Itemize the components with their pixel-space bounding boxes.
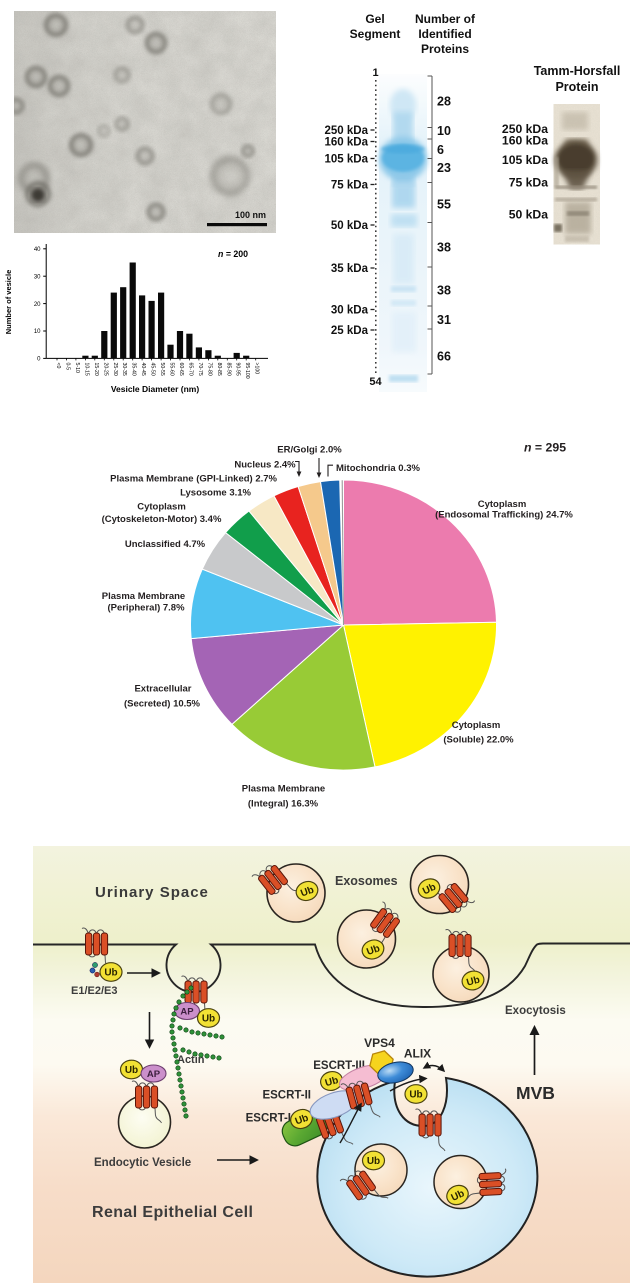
svg-text:E1/E2/E3: E1/E2/E3 (71, 985, 117, 997)
svg-text:160 kDa: 160 kDa (325, 137, 369, 149)
svg-text:25-30: 25-30 (112, 363, 118, 376)
svg-text:Actin: Actin (177, 1054, 205, 1066)
svg-text:65-70: 65-70 (187, 363, 193, 376)
svg-text:0-5: 0-5 (65, 363, 71, 371)
svg-text:38: 38 (437, 284, 451, 298)
svg-text:Unclassified 4.7%: Unclassified 4.7% (125, 539, 206, 550)
svg-text:55-60: 55-60 (169, 363, 175, 376)
svg-text:MVB: MVB (516, 1083, 555, 1103)
svg-text:31: 31 (437, 313, 451, 327)
svg-text:Protein: Protein (555, 80, 598, 94)
svg-text:10-15: 10-15 (83, 363, 89, 376)
svg-text:1: 1 (372, 67, 378, 79)
svg-text:10: 10 (34, 329, 41, 335)
svg-text:250 kDa: 250 kDa (325, 125, 369, 137)
svg-text:ER/Golgi 2.0%: ER/Golgi 2.0% (277, 445, 342, 456)
svg-text:(Cytoskeleton-Motor) 3.4%: (Cytoskeleton-Motor) 3.4% (102, 514, 222, 525)
svg-text:Tamm-Horsfall: Tamm-Horsfall (534, 64, 621, 78)
svg-text:Number of vesicle: Number of vesicle (4, 270, 13, 335)
svg-text:25 kDa: 25 kDa (331, 325, 369, 337)
svg-text:Renal Epithelial Cell: Renal Epithelial Cell (92, 1204, 253, 1221)
svg-text:55: 55 (437, 198, 451, 212)
svg-text:0: 0 (37, 357, 41, 363)
svg-text:70-75: 70-75 (197, 363, 203, 376)
svg-text:66: 66 (437, 350, 451, 364)
svg-text:(Integral) 16.3%: (Integral) 16.3% (248, 799, 319, 810)
svg-text:60-65: 60-65 (178, 363, 184, 376)
svg-text:Cytoplasm: Cytoplasm (478, 499, 527, 510)
svg-text:(Soluble) 22.0%: (Soluble) 22.0% (443, 735, 514, 746)
svg-text:>100: >100 (254, 363, 260, 375)
svg-text:23: 23 (437, 161, 451, 175)
svg-text:160 kDa: 160 kDa (502, 134, 548, 148)
svg-text:40-45: 40-45 (140, 363, 146, 376)
svg-text:75 kDa: 75 kDa (509, 175, 549, 189)
svg-text:(Secreted) 10.5%: (Secreted) 10.5% (124, 699, 201, 710)
svg-text:Endocytic Vesicle: Endocytic Vesicle (94, 1157, 191, 1169)
svg-text:35-40: 35-40 (131, 363, 137, 376)
svg-text:20: 20 (34, 302, 41, 308)
svg-text:Mitochondria 0.3%: Mitochondria 0.3% (336, 463, 420, 474)
svg-text:80-85: 80-85 (216, 363, 222, 376)
svg-text:20-25: 20-25 (102, 363, 108, 376)
svg-text:38: 38 (437, 241, 451, 255)
svg-text:75 kDa: 75 kDa (331, 180, 369, 192)
svg-text:Nucleus 2.4%: Nucleus 2.4% (234, 459, 296, 470)
svg-text:(Endosomal Trafficking) 24.7%: (Endosomal Trafficking) 24.7% (435, 510, 573, 521)
svg-text:Proteins: Proteins (421, 42, 469, 56)
svg-text:75-80: 75-80 (206, 363, 212, 376)
svg-text:85-90: 85-90 (225, 363, 231, 376)
svg-text:Plasma Membrane: Plasma Membrane (102, 591, 185, 602)
svg-text:Lysosome 3.1%: Lysosome 3.1% (180, 487, 251, 498)
svg-text:Number of: Number of (415, 12, 476, 26)
svg-text:ESCRT-II: ESCRT-II (262, 1090, 311, 1102)
svg-text:15-20: 15-20 (93, 363, 99, 376)
svg-text:54: 54 (369, 376, 382, 388)
svg-text:Gel: Gel (365, 12, 384, 26)
svg-text:40: 40 (34, 247, 41, 253)
svg-text:105 kDa: 105 kDa (325, 154, 369, 166)
svg-text:45-50: 45-50 (150, 363, 156, 376)
svg-text:Urinary Space: Urinary Space (95, 884, 209, 901)
svg-text:105 kDa: 105 kDa (502, 153, 548, 167)
svg-text:35 kDa: 35 kDa (331, 263, 369, 275)
svg-text:6: 6 (437, 143, 444, 157)
svg-text:n = 295: n = 295 (524, 440, 566, 454)
svg-text:n = 200: n = 200 (218, 249, 248, 259)
svg-text:Plasma Membrane: Plasma Membrane (242, 784, 325, 795)
svg-text:ALIX: ALIX (404, 1047, 431, 1061)
svg-text:ESCRT-I: ESCRT-I (246, 1113, 291, 1125)
svg-text:95-100: 95-100 (244, 363, 250, 379)
svg-text:5-10: 5-10 (74, 363, 80, 373)
svg-text:Extracellular: Extracellular (134, 684, 191, 695)
svg-text:50 kDa: 50 kDa (509, 208, 549, 222)
svg-text:90-95: 90-95 (235, 363, 241, 376)
svg-text:(Peripheral) 7.8%: (Peripheral) 7.8% (107, 602, 185, 613)
svg-text:30 kDa: 30 kDa (331, 305, 369, 317)
svg-text:10: 10 (437, 124, 451, 138)
svg-text:Segment: Segment (350, 27, 401, 41)
svg-text:50 kDa: 50 kDa (331, 220, 369, 232)
svg-text:<0: <0 (55, 363, 61, 369)
svg-text:50-55: 50-55 (159, 363, 165, 376)
svg-text:VPS4: VPS4 (364, 1036, 395, 1050)
svg-text:Identified: Identified (418, 27, 471, 41)
svg-text:28: 28 (437, 95, 451, 109)
svg-text:Exosomes: Exosomes (335, 874, 398, 888)
svg-text:Exocytosis: Exocytosis (505, 1005, 566, 1017)
svg-text:ESCRT-III: ESCRT-III (313, 1060, 365, 1072)
svg-text:30-35: 30-35 (121, 363, 127, 376)
svg-text:AP: AP (180, 1007, 194, 1018)
svg-text:Vesicle Diameter (nm): Vesicle Diameter (nm) (111, 384, 200, 394)
svg-text:Plasma Membrane (GPI-Linked) 2: Plasma Membrane (GPI-Linked) 2.7% (110, 474, 277, 485)
svg-text:AP: AP (147, 1069, 161, 1080)
svg-text:250 kDa: 250 kDa (502, 122, 548, 136)
svg-text:Cytoplasm: Cytoplasm (137, 502, 186, 513)
svg-text:100 nm: 100 nm (235, 210, 266, 220)
svg-text:Cytoplasm: Cytoplasm (452, 720, 501, 731)
svg-text:30: 30 (34, 274, 41, 280)
